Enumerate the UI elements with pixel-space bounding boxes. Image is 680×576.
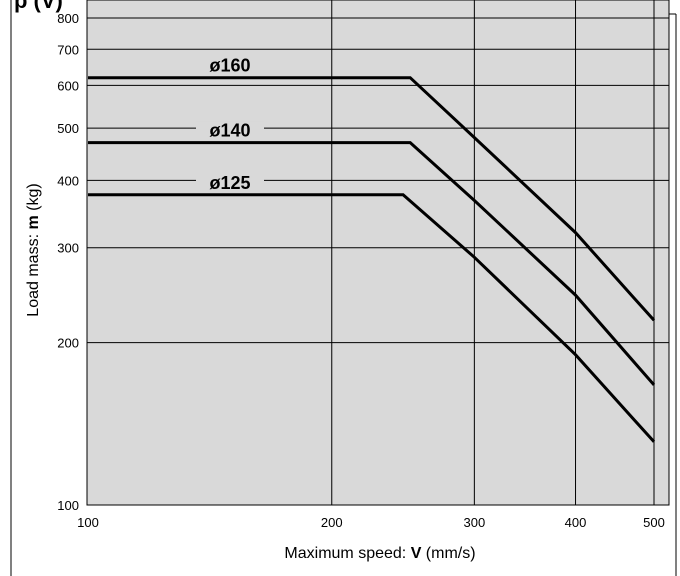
x-tick-label: 200 bbox=[321, 515, 343, 530]
y-tick-label: 300 bbox=[57, 241, 79, 256]
grid-lines bbox=[87, 0, 669, 505]
y-tick-label: 100 bbox=[57, 498, 79, 513]
x-tick-label: 400 bbox=[565, 515, 587, 530]
x-tick-label: 500 bbox=[643, 515, 665, 530]
y-tick-label: 500 bbox=[57, 121, 79, 136]
series-labels: ø160 ø140 ø125 bbox=[196, 56, 264, 193]
chart-title-fragment: p (V) bbox=[14, 0, 63, 13]
series-lines bbox=[88, 76, 656, 443]
x-tick-label: 300 bbox=[464, 515, 486, 530]
y-tick-label: 700 bbox=[57, 42, 79, 57]
x-axis-label: Maximum speed: V (mm/s) bbox=[284, 545, 475, 562]
series-line-3 bbox=[88, 193, 656, 443]
y-tick-labels: 100 200 300 400 500 600 700 800 bbox=[57, 11, 79, 513]
series-line-2 bbox=[88, 141, 656, 386]
series-label-bg bbox=[196, 173, 264, 193]
plot-area bbox=[86, 0, 670, 506]
y-tick-label: 800 bbox=[57, 11, 79, 26]
series-label-1: ø160 bbox=[209, 56, 250, 76]
series-label-2: ø140 bbox=[209, 121, 250, 141]
y-tick-label: 400 bbox=[57, 173, 79, 188]
series-label-bg bbox=[196, 121, 264, 141]
y-tick-label: 600 bbox=[57, 78, 79, 93]
series-line-1 bbox=[88, 76, 656, 322]
series-label-3: ø125 bbox=[209, 173, 250, 193]
y-tick-label: 200 bbox=[57, 336, 79, 351]
series-label-bg bbox=[196, 56, 264, 76]
y-axis-label: Load mass: m (kg) bbox=[25, 183, 42, 316]
x-tick-label: 100 bbox=[77, 515, 99, 530]
x-tick-labels: 100 200 300 400 500 bbox=[77, 515, 665, 530]
